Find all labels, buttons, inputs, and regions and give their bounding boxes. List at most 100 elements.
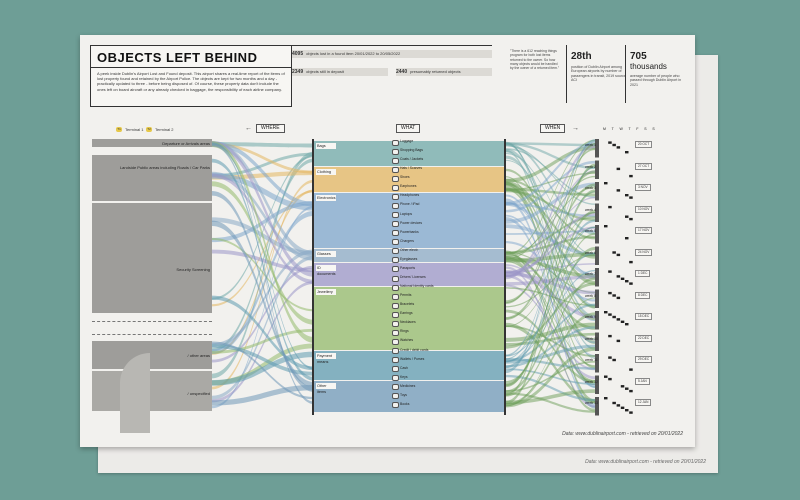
stats-box: 4095 objects lost in a found item 20/01/2… bbox=[292, 45, 492, 86]
where-block-unspecified bbox=[92, 371, 212, 411]
what-item-29: Books bbox=[400, 401, 410, 406]
weekday-cell-8-3 bbox=[616, 318, 621, 321]
week-bar-11 bbox=[595, 375, 599, 394]
airport-road-shape bbox=[120, 353, 150, 433]
weekday-cell-2-3 bbox=[616, 189, 621, 192]
weekday-cell-11-5 bbox=[625, 387, 629, 390]
item-count-marker-23 bbox=[392, 348, 399, 355]
what-category-3: Glasses bbox=[316, 251, 336, 257]
weekday-cell-6-6 bbox=[629, 282, 633, 285]
week-bar-8 bbox=[595, 311, 599, 330]
flow-what-when-6-9 bbox=[506, 344, 595, 364]
what-band-1 bbox=[314, 167, 506, 192]
what-category-7: Other items bbox=[316, 383, 336, 394]
flow-where-what-5-4 bbox=[212, 343, 314, 386]
item-count-marker-29 bbox=[392, 402, 399, 409]
flow-where-what-5-3 bbox=[212, 328, 314, 354]
bigstat-passengers-unit: thousands bbox=[630, 62, 667, 71]
what-category-5: Jewellery bbox=[316, 289, 336, 295]
what-item-19: Earrings bbox=[400, 311, 413, 316]
what-item-0: Luggage bbox=[400, 139, 414, 143]
week-date-11: 5 JAN bbox=[635, 377, 650, 385]
bigstat-passengers: 705 thousands average number of people w… bbox=[625, 45, 688, 103]
item-count-marker-18 bbox=[392, 302, 399, 309]
bigstat-passengers-desc: average number of people who passed thro… bbox=[630, 74, 682, 87]
week-label-9: week 10 bbox=[585, 336, 599, 341]
what-item-16: National Identity cards bbox=[400, 284, 434, 289]
item-count-marker-27 bbox=[392, 384, 399, 391]
what-band-4 bbox=[314, 263, 506, 286]
what-category-0: Bags bbox=[316, 143, 336, 149]
week-bar-9 bbox=[595, 332, 599, 351]
stat-returned-value: 2440 bbox=[396, 69, 408, 75]
flow-diagram bbox=[212, 139, 633, 416]
week-label-7: week 8 bbox=[585, 293, 597, 298]
week-date-8: 15 DEC bbox=[635, 313, 653, 320]
weekday-cell-8-4 bbox=[620, 320, 625, 323]
flow-where-what-1-0 bbox=[212, 143, 314, 174]
what-item-27: Medicines bbox=[400, 383, 416, 388]
weekday-cell-10-6 bbox=[629, 368, 633, 371]
what-item-9: Power devices bbox=[400, 220, 423, 225]
what-category-2: Electronics bbox=[316, 195, 336, 201]
week-bar-7 bbox=[595, 289, 599, 308]
item-count-marker-11 bbox=[392, 239, 399, 246]
week-date-4: 17 NOV bbox=[635, 227, 653, 234]
stat-deposit-value: 2349 bbox=[292, 69, 304, 75]
week-bar-3 bbox=[595, 203, 599, 222]
weekday-cell-11-1 bbox=[608, 377, 612, 381]
item-count-marker-8 bbox=[392, 212, 399, 219]
week-label-3: week 4 bbox=[585, 207, 597, 212]
week-date-6: 1 DEC bbox=[635, 270, 651, 277]
week-label-10: week 11 bbox=[585, 358, 598, 362]
flow-where-what-4-2 bbox=[212, 249, 314, 273]
what-item-5: Earphones bbox=[400, 184, 417, 189]
week-label-6: week 7 bbox=[585, 272, 597, 276]
source-note: Data: www.dublinairport.com - retrieved … bbox=[562, 431, 683, 437]
what-band-3 bbox=[314, 249, 506, 262]
item-count-marker-9 bbox=[392, 221, 399, 228]
week-date-0: 20 OCT bbox=[635, 141, 653, 148]
item-count-marker-20 bbox=[392, 320, 399, 327]
what-category-1: Clothing bbox=[316, 169, 336, 175]
when-arrow-icon: → bbox=[572, 125, 579, 132]
terminal-2-marker: T2 bbox=[146, 127, 152, 132]
bigstat-passengers-number: 705 bbox=[630, 51, 647, 62]
stat-total-label: objects lost in a found item 20/01/2022 … bbox=[306, 51, 401, 56]
flow-what-when-7-11 bbox=[506, 389, 595, 405]
item-count-marker-1 bbox=[392, 148, 399, 155]
item-count-marker-7 bbox=[392, 202, 399, 209]
weekday-cell-4-0 bbox=[604, 225, 608, 228]
weekday-cell-10-2 bbox=[612, 358, 616, 362]
week-date-2: 3 NOV bbox=[635, 184, 651, 191]
what-item-15: Drivers' Licenses bbox=[400, 275, 426, 279]
flow-what-when-2-4 bbox=[506, 230, 595, 235]
weekday-cell-3-6 bbox=[629, 217, 633, 221]
weekday-cell-5-2 bbox=[612, 251, 616, 254]
what-band-0 bbox=[314, 141, 506, 166]
what-item-17: Permits bbox=[400, 293, 412, 298]
weekday-cell-1-6 bbox=[629, 174, 633, 178]
what-item-28: Toys bbox=[400, 392, 407, 397]
terminal-1-marker: T1 bbox=[116, 127, 122, 132]
weekday-cell-9-1 bbox=[608, 334, 612, 338]
weekday-cell-6-1 bbox=[608, 270, 612, 273]
bigstat-rank: 28th position of Dublin Airport among Eu… bbox=[566, 45, 629, 103]
where-block-other bbox=[92, 341, 212, 369]
item-count-marker-25 bbox=[392, 366, 399, 373]
what-item-23: Credit / debit cards bbox=[400, 347, 429, 352]
flow-what-when-6-8 bbox=[506, 326, 595, 368]
title-box: OBJECTS LEFT BEHIND A peek inside Dublin… bbox=[90, 45, 292, 107]
where-arrow-icon: ← bbox=[245, 125, 252, 132]
what-item-24: Wallets / Purses bbox=[400, 356, 425, 361]
item-count-marker-6 bbox=[392, 193, 399, 200]
where-label-landside: Landside Public areas including Roads / … bbox=[119, 165, 210, 170]
flow-where-what-6-3 bbox=[212, 344, 314, 376]
axis-where: WHERE bbox=[256, 124, 285, 133]
week-date-10: 29 DEC bbox=[635, 356, 653, 363]
flow-where-what-7-2 bbox=[212, 220, 314, 388]
legend-terminal-1: T1 Terminal 1 bbox=[116, 127, 143, 132]
weekday-cell-7-3 bbox=[616, 296, 621, 300]
weekday-cell-8-0 bbox=[604, 311, 608, 314]
where-block-landside bbox=[92, 155, 212, 201]
